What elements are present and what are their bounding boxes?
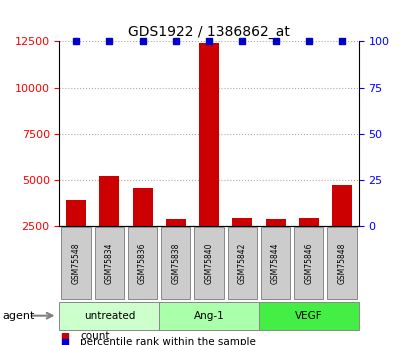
FancyBboxPatch shape (159, 302, 258, 330)
Bar (199, 43, 218, 226)
Text: GSM75548: GSM75548 (72, 242, 81, 284)
Text: GSM75846: GSM75846 (303, 242, 312, 284)
FancyBboxPatch shape (261, 227, 290, 299)
Text: untreated: untreated (83, 311, 135, 321)
Bar (166, 219, 185, 226)
Bar (265, 219, 285, 226)
Bar (232, 218, 252, 226)
Text: GSM75834: GSM75834 (105, 242, 114, 284)
Text: GSM75844: GSM75844 (270, 242, 279, 284)
Title: GDS1922 / 1386862_at: GDS1922 / 1386862_at (128, 25, 289, 39)
Bar (99, 176, 119, 226)
FancyBboxPatch shape (227, 227, 256, 299)
FancyBboxPatch shape (128, 227, 157, 299)
FancyBboxPatch shape (258, 302, 358, 330)
Text: GSM75838: GSM75838 (171, 243, 180, 284)
FancyBboxPatch shape (59, 302, 159, 330)
Text: GSM75836: GSM75836 (138, 242, 147, 284)
Text: Ang-1: Ang-1 (193, 311, 224, 321)
Text: GSM75848: GSM75848 (337, 243, 346, 284)
Bar (331, 185, 351, 226)
Bar (132, 188, 152, 226)
Text: GSM75840: GSM75840 (204, 242, 213, 284)
FancyBboxPatch shape (327, 227, 356, 299)
Text: VEGF: VEGF (294, 311, 322, 321)
Text: count: count (80, 331, 110, 341)
FancyBboxPatch shape (94, 227, 124, 299)
FancyBboxPatch shape (294, 227, 323, 299)
FancyBboxPatch shape (194, 227, 223, 299)
Text: percentile rank within the sample: percentile rank within the sample (80, 337, 256, 345)
Bar (298, 218, 318, 226)
Bar (66, 200, 86, 226)
FancyBboxPatch shape (61, 227, 90, 299)
Text: agent: agent (2, 311, 34, 321)
FancyBboxPatch shape (161, 227, 190, 299)
Text: GSM75842: GSM75842 (237, 243, 246, 284)
